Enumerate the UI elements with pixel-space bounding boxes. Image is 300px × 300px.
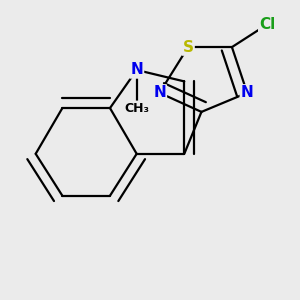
Text: N: N: [153, 85, 166, 100]
Text: CH₃: CH₃: [124, 102, 149, 115]
Text: S: S: [183, 40, 194, 55]
Text: Cl: Cl: [259, 17, 275, 32]
Text: N: N: [130, 62, 143, 77]
Text: N: N: [241, 85, 253, 100]
